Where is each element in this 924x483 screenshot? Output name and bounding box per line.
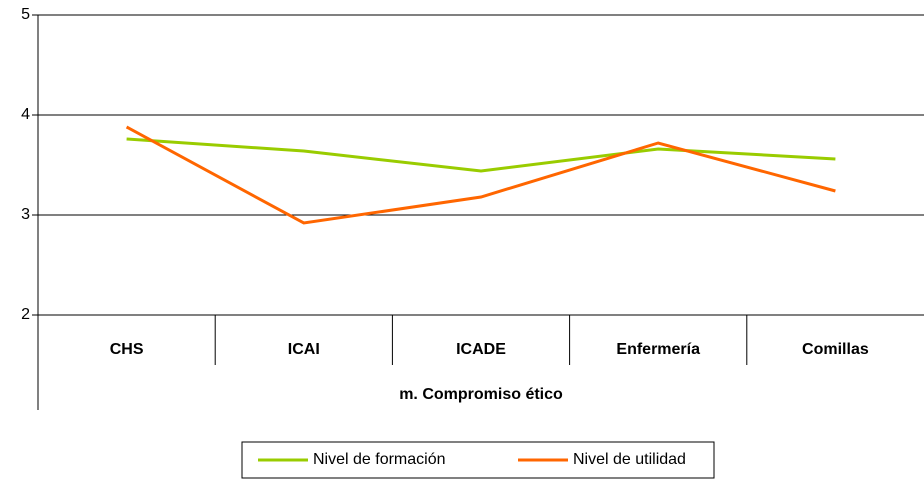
x-axis-title: m. Compromiso ético [399,386,563,403]
legend-box [241,441,715,479]
legend-label: Nivel de formación [313,451,446,468]
series-line [125,125,836,225]
legend-label: Nivel de utilidad [573,451,686,468]
x-tick-label: ICAI [288,341,320,358]
y-tick-label: 4 [21,106,30,123]
x-tick-label: CHS [110,341,144,358]
y-tick-label: 5 [21,6,30,23]
x-tick-label: Comillas [802,341,869,358]
x-tick-label: ICADE [456,341,506,358]
x-tick-label: Enfermería [616,341,700,358]
series-line [126,137,836,173]
y-tick-label: 3 [21,206,30,223]
y-tick-label: 2 [21,306,30,323]
